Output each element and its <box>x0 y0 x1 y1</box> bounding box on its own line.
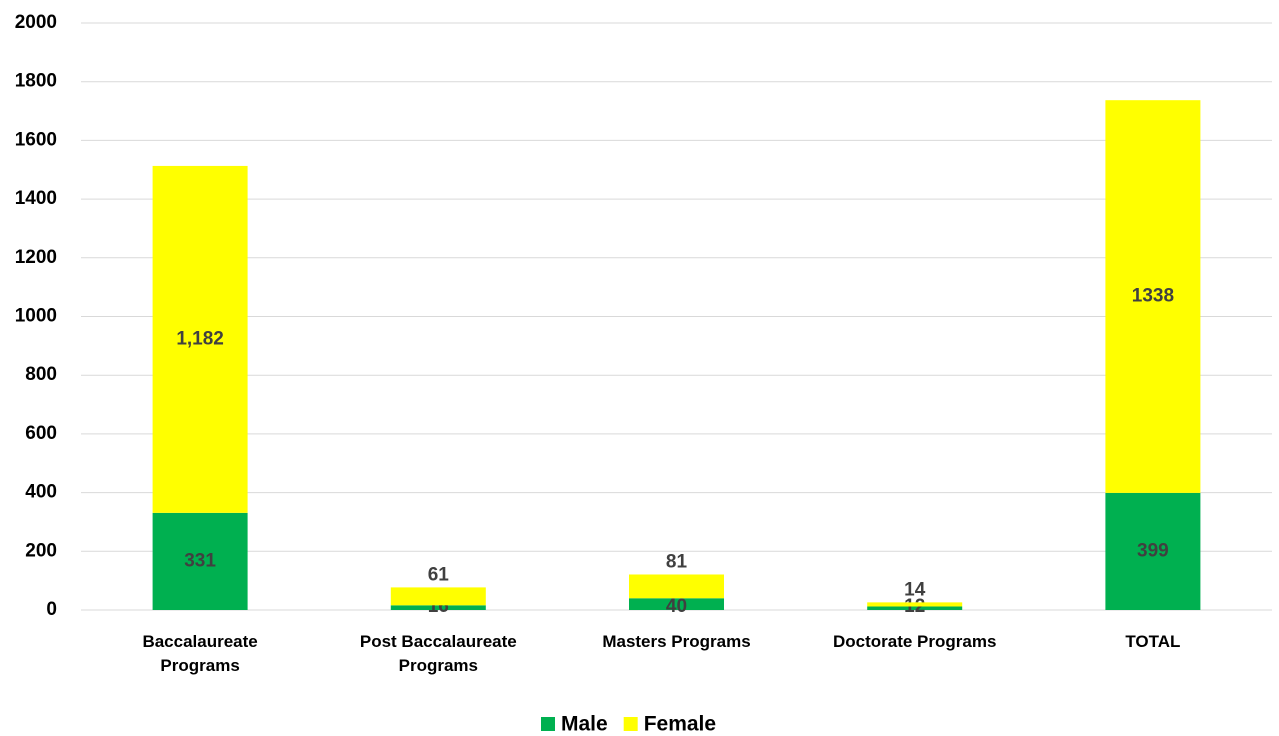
x-tick-label: Baccalaureate Programs <box>142 632 258 675</box>
data-label: 399 <box>1137 540 1169 561</box>
y-tick-label: 0 <box>46 599 57 620</box>
y-tick-label: 1200 <box>15 247 57 268</box>
y-tick-label: 1400 <box>15 188 57 209</box>
y-tick-label: 1800 <box>15 71 57 92</box>
data-label: 14 <box>904 579 926 600</box>
bar-segment <box>867 606 963 610</box>
y-tick-label: 800 <box>25 364 57 385</box>
x-tick-label: Masters Programs <box>602 632 751 651</box>
data-label: 40 <box>666 596 687 617</box>
y-tick-label: 2000 <box>15 12 57 33</box>
y-tick-label: 400 <box>25 482 57 503</box>
data-label: 1338 <box>1132 286 1174 307</box>
y-tick-label: 1000 <box>15 306 57 327</box>
data-label: 12 <box>904 596 925 617</box>
legend-label: Male <box>561 713 608 736</box>
bar-segment <box>152 165 248 513</box>
x-tick-label: Post Baccalaureate Programs <box>359 632 517 675</box>
bar-segment <box>629 574 724 599</box>
y-tick-label: 200 <box>25 540 57 561</box>
x-tick-label: Doctorate Programs <box>832 632 997 651</box>
y-tick-label: 1600 <box>15 129 57 150</box>
bar-segment <box>1105 492 1201 610</box>
bar-segment <box>152 512 248 610</box>
data-label: 331 <box>184 550 216 571</box>
bar-segment <box>390 605 486 610</box>
data-label: 1,182 <box>176 328 224 349</box>
bar-segment <box>1105 100 1201 493</box>
bar-segment <box>390 587 486 606</box>
data-label: 81 <box>666 552 688 573</box>
y-tick-label: 600 <box>25 423 57 444</box>
x-tick-label: TOTAL <box>1125 632 1181 651</box>
data-label: 61 <box>428 564 450 585</box>
legend-swatch <box>541 717 555 731</box>
bar-segment <box>867 602 963 607</box>
bar-segment <box>629 598 724 610</box>
legend-swatch <box>623 717 638 731</box>
legend-label: Female <box>644 713 716 736</box>
